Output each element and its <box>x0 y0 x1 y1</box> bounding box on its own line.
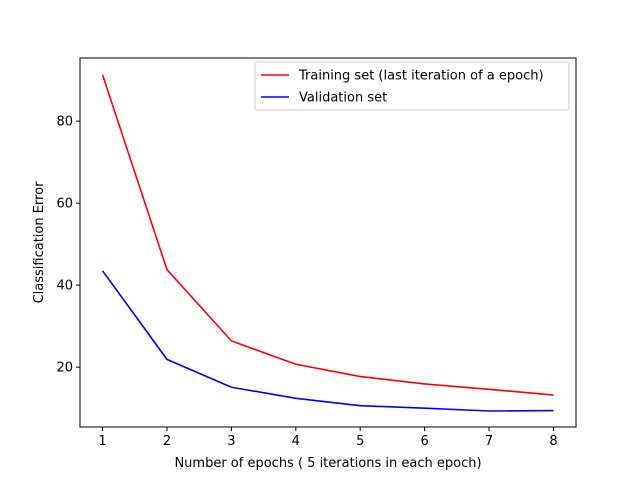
x-tick-label: 5 <box>356 434 364 449</box>
x-tick-label: 4 <box>292 434 300 449</box>
x-tick-label: 8 <box>549 434 557 449</box>
y-tick-label: 60 <box>56 197 73 212</box>
plot-frame <box>79 57 577 428</box>
y-tick-label: 80 <box>56 115 73 130</box>
legend-label-1: Validation set <box>299 91 387 106</box>
legend-label-0: Training set (last iteration of a epoch) <box>298 69 544 84</box>
series-line-1 <box>101 270 554 412</box>
legend: Training set (last iteration of a epoch)… <box>254 61 570 111</box>
x-tick-label: 2 <box>163 434 171 449</box>
x-axis: 1 2 3 4 5 6 7 8 <box>98 427 558 449</box>
y-axis-label: Classification Error <box>32 181 47 303</box>
x-axis-label: Number of epochs ( 5 iterations in each … <box>174 456 481 471</box>
y-axis: 20 40 60 80 <box>56 115 80 376</box>
legend-items: Training set (last iteration of a epoch)… <box>261 69 544 106</box>
y-tick-label: 20 <box>56 361 73 376</box>
y-tick-label: 40 <box>56 279 73 294</box>
x-tick-label: 7 <box>485 434 493 449</box>
x-tick-label: 3 <box>227 434 235 449</box>
series-layer <box>101 74 554 412</box>
legend-box <box>254 61 570 111</box>
x-tick-label: 6 <box>420 434 428 449</box>
x-tick-label: 1 <box>98 434 106 449</box>
series-line-0 <box>101 74 554 396</box>
